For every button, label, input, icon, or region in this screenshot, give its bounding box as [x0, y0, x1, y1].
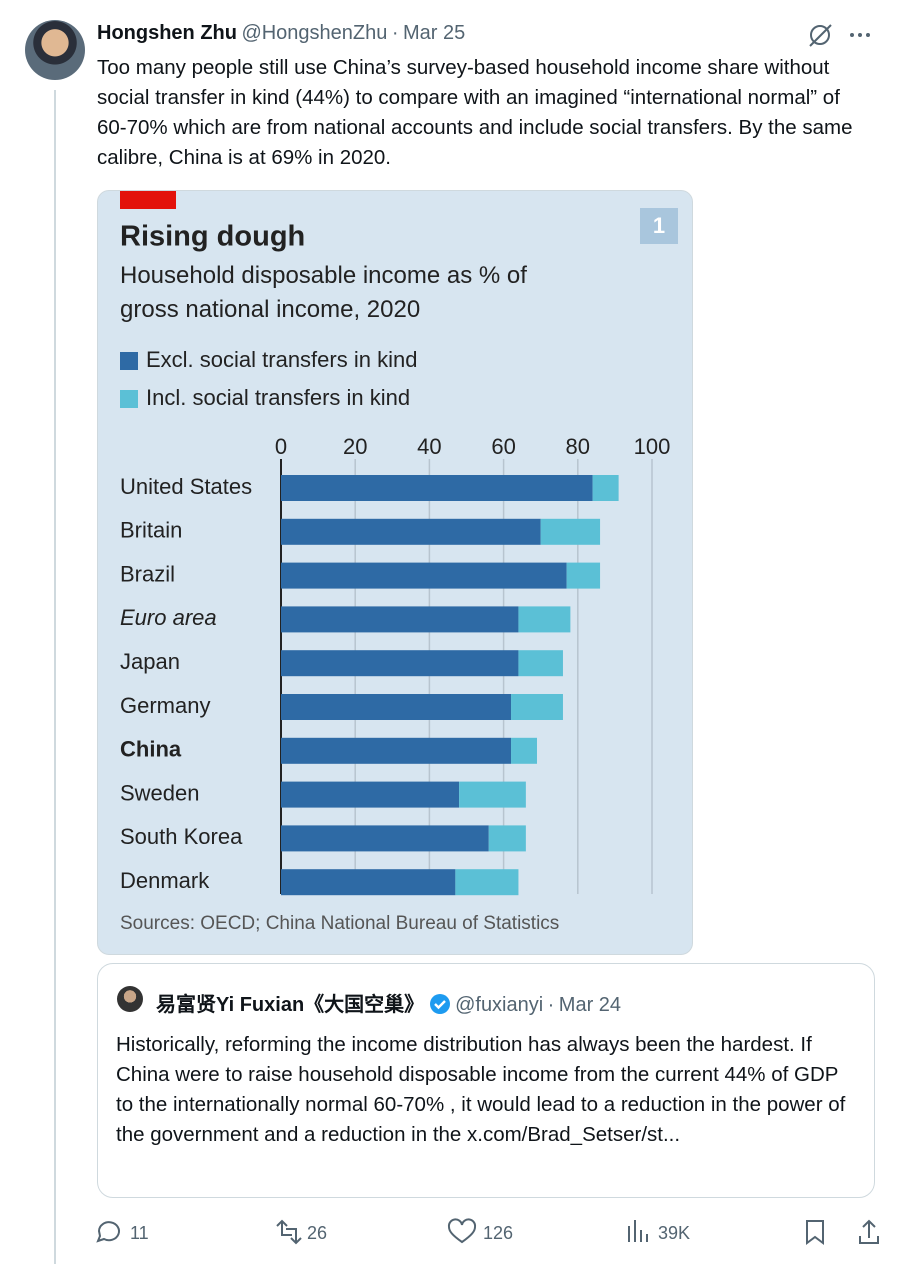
date[interactable]: Mar 25 — [402, 22, 466, 44]
separator: · — [547, 994, 555, 1016]
x-tick-label: 0 — [275, 434, 287, 459]
chart-title: Rising dough — [120, 221, 305, 253]
bar-segment — [455, 869, 519, 896]
category-label: Denmark — [120, 868, 210, 893]
like-count[interactable]: 126 — [483, 1223, 514, 1243]
legend-swatch — [120, 390, 138, 408]
category-label: China — [120, 737, 182, 762]
category-label: Japan — [120, 649, 180, 674]
bar-segment — [459, 781, 526, 808]
bar-segment — [281, 606, 519, 633]
bar-segment — [592, 475, 619, 501]
bar-segment — [281, 694, 512, 720]
bar-segment — [511, 694, 563, 720]
category-label: Germany — [120, 693, 210, 718]
brand-bar — [120, 191, 176, 209]
reply-icon[interactable] — [96, 1221, 120, 1243]
legend-swatch — [120, 352, 138, 370]
x-tick-label: 40 — [417, 434, 441, 459]
views-icon[interactable] — [628, 1220, 648, 1242]
more-dot — [858, 33, 862, 37]
legend-label: Excl. social transfers in kind — [146, 347, 417, 372]
bar-segment — [281, 781, 460, 808]
category-label: South Korea — [120, 824, 243, 849]
chart-source: Sources: OECD; China National Bureau of … — [120, 913, 559, 934]
bar-segment — [281, 825, 489, 852]
x-tick-label: 100 — [634, 434, 671, 459]
legend-label: Incl. social transfers in kind — [146, 385, 410, 410]
bar-segment — [511, 737, 537, 764]
repost-icon[interactable] — [276, 1219, 302, 1245]
tweet-text: Too many people still use China’s survey… — [97, 56, 853, 169]
category-label: Britain — [120, 518, 182, 543]
share-icon[interactable] — [859, 1219, 879, 1244]
tweet-header: Hongshen Zhu @HongshenZhu · Mar 25 — [97, 22, 465, 45]
quote-date: Mar 24 — [558, 994, 622, 1016]
bar-segment — [281, 518, 541, 545]
grok-icon[interactable] — [810, 25, 830, 45]
like-icon[interactable] — [447, 1218, 477, 1244]
bar-segment — [566, 562, 601, 589]
bar-segment — [281, 562, 567, 589]
x-tick-label: 60 — [491, 434, 515, 459]
bar-segment — [488, 825, 526, 852]
bookmark-icon[interactable] — [806, 1220, 824, 1245]
category-label: Euro area — [120, 605, 217, 630]
chart-subtitle: Household disposable income as % of gros… — [120, 262, 527, 323]
author-handle[interactable]: @HongshenZhu — [241, 22, 388, 44]
badge-label: 1 — [653, 213, 665, 238]
more-dot[interactable] — [850, 33, 854, 37]
badge — [640, 208, 678, 244]
category-label: Brazil — [120, 561, 175, 586]
repost-count[interactable]: 26 — [307, 1223, 328, 1243]
bar-segment — [518, 650, 563, 677]
quote-handle: @fuxianyi — [455, 994, 544, 1016]
avatar[interactable] — [25, 20, 85, 80]
bar-segment — [281, 650, 519, 677]
quote-avatar — [117, 986, 143, 1012]
quote-text: Historically, reforming the income distr… — [116, 1033, 846, 1146]
author-name[interactable]: Hongshen Zhu — [97, 22, 237, 44]
bar-segment — [281, 869, 456, 896]
verified-badge — [429, 994, 450, 1014]
view-count[interactable]: 39K — [658, 1223, 691, 1243]
bar-segment — [540, 518, 601, 545]
x-tick-label: 80 — [566, 434, 590, 459]
header-icons — [809, 24, 870, 47]
chart: 1 Rising dough Excl. social transfers in… — [120, 191, 678, 934]
separator: · — [391, 22, 399, 44]
category-label: Sweden — [120, 780, 200, 805]
bar-segment — [281, 475, 593, 501]
bar-segment — [518, 606, 571, 633]
quote-card[interactable] — [97, 963, 875, 1198]
chart-image[interactable]: 1 Rising dough Excl. social transfers in… — [97, 190, 693, 955]
reply-count[interactable]: 11 — [130, 1223, 149, 1243]
grok-slash — [809, 24, 832, 47]
quote-name: 易富贤Yi Fuxian《大国空巢》 — [156, 994, 425, 1016]
more-dot — [866, 33, 870, 37]
x-tick-label: 20 — [343, 434, 367, 459]
quote-header: 易富贤Yi Fuxian《大国空巢》 @fuxianyi · Mar 24 — [156, 988, 621, 1017]
action-icons — [96, 1218, 879, 1245]
bar-segment — [281, 737, 512, 764]
category-label: United States — [120, 474, 252, 499]
thread-line — [54, 90, 56, 1264]
